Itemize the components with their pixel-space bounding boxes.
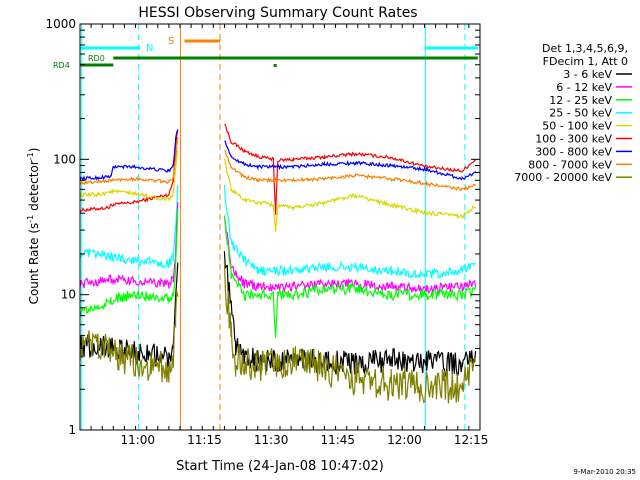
legend-entry-label: 12 - 25 keV bbox=[549, 94, 612, 107]
series-line bbox=[223, 215, 477, 338]
x-tick-label: 12:00 bbox=[387, 433, 422, 447]
series-line bbox=[223, 261, 477, 404]
series-7000-20000-kev bbox=[79, 261, 477, 404]
rd0-flag-label: RD0 bbox=[88, 54, 105, 63]
series-800-7000-kev bbox=[79, 136, 477, 192]
legend-header-line-1: Det 1,3,4,5,6,9, bbox=[542, 42, 628, 55]
y-tick-label: 1 bbox=[68, 423, 76, 437]
series-line bbox=[79, 184, 179, 269]
legend-entry-label: 50 - 100 keV bbox=[542, 120, 612, 133]
axes: 1 10 100 1000 11:00 11:15 11:30 11:45 12:00 12:15 bbox=[45, 17, 488, 447]
series-line bbox=[79, 209, 179, 317]
series-line bbox=[224, 140, 477, 181]
series-line bbox=[79, 150, 179, 202]
legend: Det 1,3,4,5,6,9, FDecim 1, Att 0 3 - 6 k… bbox=[514, 42, 632, 184]
night-flag-label: N bbox=[146, 43, 153, 54]
legend-entry-label: 800 - 7000 keV bbox=[528, 158, 612, 171]
series-line bbox=[223, 149, 477, 192]
series-layer bbox=[79, 123, 477, 404]
legend-entry-label: 25 - 50 keV bbox=[549, 107, 612, 120]
y-tick-label: 100 bbox=[53, 152, 76, 166]
x-tick-label: 11:00 bbox=[120, 433, 155, 447]
legend-entry-label: 3 - 6 keV bbox=[563, 68, 612, 81]
flag-bars: N S RD0 RD4 bbox=[53, 36, 478, 70]
series-line bbox=[79, 129, 179, 182]
legend-entry-label: 6 - 12 keV bbox=[556, 81, 612, 94]
x-axis-label: Start Time (24-Jan-08 10:47:02) bbox=[176, 459, 384, 474]
y-tick-label: 10 bbox=[61, 288, 76, 302]
x-tick-label: 11:15 bbox=[187, 433, 222, 447]
series-line bbox=[224, 123, 477, 215]
x-tick-label: 12:15 bbox=[454, 433, 489, 447]
series-100-300-kev bbox=[79, 123, 477, 215]
series-line bbox=[223, 184, 476, 280]
saa-flag-label: S bbox=[168, 36, 174, 47]
legend-entry-label: 100 - 300 keV bbox=[535, 133, 612, 146]
rd-flag-dot bbox=[273, 64, 277, 67]
series-300-800-kev bbox=[79, 129, 477, 182]
series-line bbox=[79, 130, 179, 213]
series-12-25-kev bbox=[79, 209, 477, 338]
series-50-100-kev bbox=[79, 150, 476, 232]
legend-header-line-2: FDecim 1, Att 0 bbox=[543, 55, 628, 68]
series-line bbox=[79, 290, 179, 383]
series-line bbox=[79, 136, 179, 186]
rd4-flag-label: RD4 bbox=[53, 61, 70, 70]
footer-timestamp: 9-Mar-2010 20:35 bbox=[574, 468, 636, 476]
x-tick-label: 11:45 bbox=[320, 433, 355, 447]
legend-entry-label: 300 - 800 keV bbox=[535, 145, 612, 158]
x-tick-label: 11:30 bbox=[254, 433, 289, 447]
y-tick-label: 1000 bbox=[45, 17, 76, 31]
legend-entry-label: 7000 - 20000 keV bbox=[514, 171, 612, 184]
series-25-50-kev bbox=[79, 184, 476, 280]
y-axis-label: Count Rate (s-1 detector-1) bbox=[26, 148, 41, 305]
series-line bbox=[79, 202, 179, 289]
series-line bbox=[223, 158, 476, 232]
chart-title: HESSI Observing Summary Count Rates bbox=[138, 5, 417, 21]
